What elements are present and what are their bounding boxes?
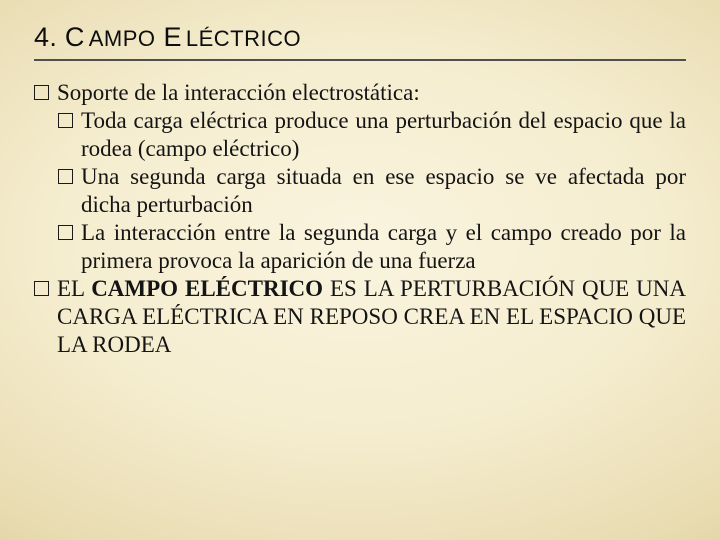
square-bullet-icon	[58, 169, 73, 184]
title-word2-sc: LÉCTRICO	[186, 26, 301, 52]
body-text: Toda carga eléctrica produce una perturb…	[81, 108, 686, 161]
list-item-text: EL CAMPO ELÉCTRICO ES LA PERTURBACIÓN QU…	[57, 275, 686, 359]
title-word1-sc: AMPO	[89, 26, 156, 52]
square-bullet-icon	[34, 281, 49, 296]
list-item: Toda carga eléctrica produce una perturb…	[58, 107, 686, 163]
title-word2-first: E	[164, 22, 182, 53]
square-bullet-icon	[58, 113, 73, 128]
slide: 4. CAMPO ELÉCTRICO Soporte de la interac…	[0, 0, 720, 540]
slide-title: 4. CAMPO ELÉCTRICO	[34, 22, 686, 61]
list-item-text: Soporte de la interacción electrostática…	[57, 79, 686, 107]
list-item-text: La interacción entre la segunda carga y …	[81, 219, 686, 275]
emphasis-text: CAMPO ELÉCTRICO	[91, 276, 323, 301]
square-bullet-icon	[34, 85, 49, 100]
square-bullet-icon	[58, 225, 73, 240]
body-text: Soporte de la interacción electrostática…	[57, 80, 420, 105]
body-text: La interacción entre la segunda carga y …	[81, 220, 686, 273]
slide-content: Soporte de la interacción electrostática…	[34, 79, 686, 359]
title-prefix: 4. C	[34, 22, 85, 53]
list-item-text: Toda carga eléctrica produce una perturb…	[81, 107, 686, 163]
body-text: Una segunda carga situada en ese espacio…	[81, 164, 686, 217]
list-item: Una segunda carga situada en ese espacio…	[58, 163, 686, 219]
list-item: La interacción entre la segunda carga y …	[58, 219, 686, 275]
body-text: EL	[57, 276, 91, 301]
list-item-text: Una segunda carga situada en ese espacio…	[81, 163, 686, 219]
list-item: EL CAMPO ELÉCTRICO ES LA PERTURBACIÓN QU…	[34, 275, 686, 359]
list-item: Soporte de la interacción electrostática…	[34, 79, 686, 107]
